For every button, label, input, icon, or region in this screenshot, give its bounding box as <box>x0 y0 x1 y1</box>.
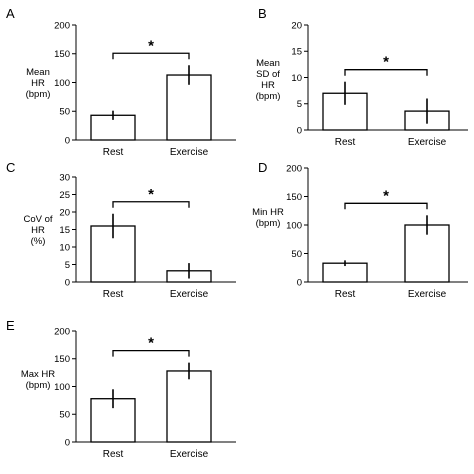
significance-bracket <box>112 52 190 60</box>
y-tick-label: 100 <box>54 78 70 89</box>
y-tick-label: 25 <box>59 190 70 201</box>
significance-bracket <box>112 201 190 208</box>
bar <box>166 370 212 443</box>
y-tick-label: 0 <box>65 437 70 448</box>
y-tick-label: 15 <box>291 47 302 58</box>
y-tick-label: 20 <box>291 20 302 31</box>
y-axis-label-line: HR <box>31 225 45 236</box>
significance-bracket <box>344 202 428 210</box>
x-category-label: Rest <box>103 449 124 460</box>
y-tick-label: 50 <box>291 249 302 260</box>
y-tick-label: 15 <box>59 225 70 236</box>
y-axis-label-line: Mean <box>26 67 50 78</box>
x-category-label: Exercise <box>170 147 209 158</box>
y-tick-label: 200 <box>54 20 70 31</box>
y-tick-label: 0 <box>297 125 302 136</box>
panel-letter-d: D <box>258 160 267 175</box>
y-axis-label-line: Min HR <box>252 207 284 218</box>
y-axis-label-line: HR <box>261 80 275 91</box>
x-category-label: Exercise <box>170 449 209 460</box>
x-category-label: Exercise <box>170 289 209 300</box>
y-axis-label-line: (bpm) <box>256 218 281 229</box>
significance-star: * <box>148 335 154 352</box>
panel-letter-c: C <box>6 160 15 175</box>
panel-e: E Max HR(bpm) 0 50 100 150 200 Rest Exercise * <box>6 318 236 460</box>
y-tick-label: 50 <box>59 410 70 421</box>
y-tick-label: 100 <box>54 382 70 393</box>
y-tick-label: 5 <box>297 99 302 110</box>
significance-bracket <box>112 349 190 357</box>
panel-letter-a: A <box>6 6 15 21</box>
y-tick-label: 50 <box>59 107 70 118</box>
y-tick-label: 150 <box>286 192 302 203</box>
y-axis-label-line: (bpm) <box>26 380 51 391</box>
y-axis-label-line: Mean <box>256 58 280 69</box>
y-tick-label: 10 <box>59 242 70 253</box>
x-category-label: Rest <box>103 147 124 158</box>
significance-star: * <box>383 187 389 204</box>
y-axis-label-line: (bpm) <box>26 89 51 100</box>
significance-star: * <box>148 186 154 203</box>
y-tick-label: 100 <box>286 220 302 231</box>
y-tick-label: 150 <box>54 354 70 365</box>
significance-star: * <box>383 54 389 71</box>
bar <box>166 74 212 141</box>
x-category-label: Exercise <box>408 289 447 300</box>
y-tick-label: 150 <box>54 49 70 60</box>
y-axis-label-line: HR <box>31 78 45 89</box>
y-axis-label-line: (%) <box>31 236 46 247</box>
y-tick-label: 200 <box>286 163 302 174</box>
y-tick-label: 0 <box>65 135 70 146</box>
panel-letter-b: B <box>258 6 267 21</box>
x-category-label: Rest <box>103 289 124 300</box>
y-tick-label: 5 <box>65 260 70 271</box>
y-tick-label: 10 <box>291 73 302 84</box>
y-tick-label: 20 <box>59 207 70 218</box>
y-axis-label-line: (bpm) <box>256 91 281 102</box>
y-tick-label: 200 <box>54 326 70 337</box>
significance-star: * <box>148 37 154 54</box>
y-axis-label-line: SD of <box>256 69 280 80</box>
panel-d: D Min HR(bpm) 0 50 100 150 200 Rest Exercise * <box>252 160 468 300</box>
panel-letter-e: E <box>6 318 15 333</box>
y-axis-label-line: CoV of <box>23 214 52 225</box>
x-category-label: Rest <box>335 137 356 148</box>
y-tick-label: 0 <box>65 277 70 288</box>
x-category-label: Rest <box>335 289 356 300</box>
y-tick-label: 30 <box>59 172 70 183</box>
y-axis-label-line: Max HR <box>21 369 55 380</box>
significance-bracket <box>344 69 428 76</box>
x-category-label: Exercise <box>408 137 447 148</box>
y-tick-label: 0 <box>297 277 302 288</box>
